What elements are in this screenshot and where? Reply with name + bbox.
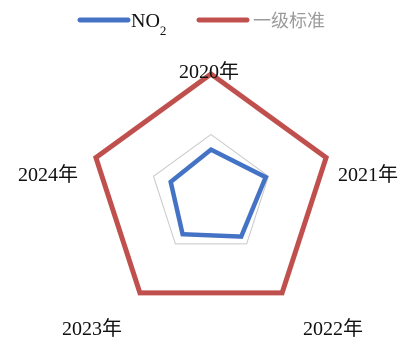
grid-ring bbox=[152, 133, 270, 245]
series-standard-polygon bbox=[92, 70, 330, 296]
legend-label-no2: NO2 bbox=[131, 10, 166, 38]
series-no2-polygon bbox=[168, 146, 269, 239]
category-label-2021: 2021年 bbox=[338, 163, 398, 186]
series-layer bbox=[92, 70, 330, 296]
category-label-2022: 2022年 bbox=[303, 317, 363, 340]
category-label-2023: 2023年 bbox=[62, 317, 122, 340]
radar-grid bbox=[152, 133, 270, 245]
legend-label-standard: 一级标准 bbox=[253, 11, 325, 32]
legend: NO2 一级标准 bbox=[77, 10, 325, 38]
category-label-2020: 2020年 bbox=[179, 60, 239, 83]
category-label-2024: 2024年 bbox=[18, 163, 78, 186]
